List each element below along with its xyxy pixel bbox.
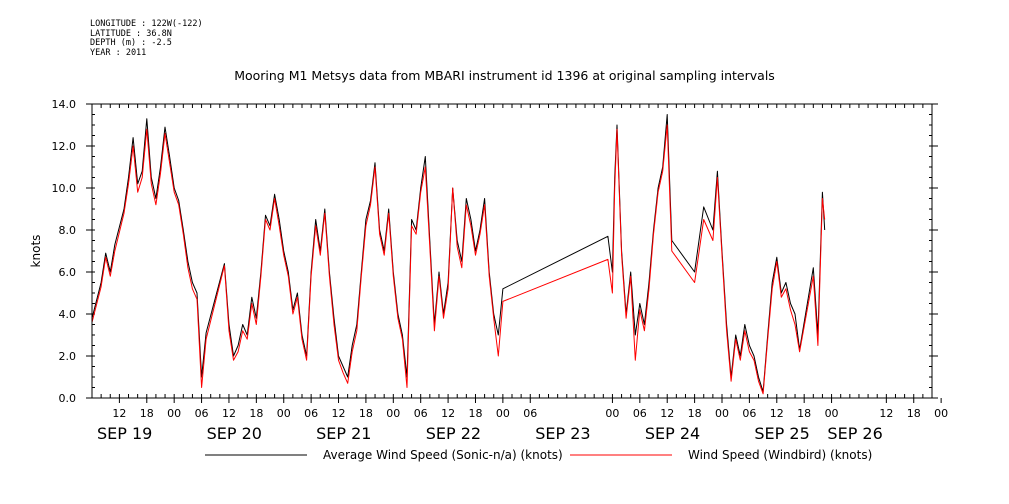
y-tick-label: 10.0	[52, 182, 77, 195]
x-tick-label: 00	[386, 407, 400, 420]
latitude-text: LATITUDE : 36.8N	[90, 28, 172, 39]
x-tick-label: 18	[249, 407, 263, 420]
x-tick-label: 12	[879, 407, 893, 420]
x-tick-label: 06	[195, 407, 209, 420]
x-tick-label: 00	[825, 407, 839, 420]
x-tick-label: 06	[742, 407, 756, 420]
x-tick-label: 18	[468, 407, 482, 420]
x-tick-label: 12	[332, 407, 346, 420]
chart-title: Mooring M1 Metsys data from MBARI instru…	[234, 68, 775, 83]
axes-layer: 0.0 2.0 4.0 6.0 8.0 10.0 12.0 14.0 12 18 00 06 12 18 0…	[52, 98, 949, 443]
x-tick-label: 00	[605, 407, 619, 420]
x-tick-label: 06	[414, 407, 428, 420]
series-line-windbird	[91, 124, 826, 395]
legend-label-average-wind: Average Wind Speed (Sonic-n/a) (knots)	[323, 448, 563, 462]
y-tick-label: 6.0	[59, 266, 77, 279]
y-tick-label: 8.0	[59, 224, 77, 237]
x-tick-label: 18	[797, 407, 811, 420]
x-tick-label: 06	[304, 407, 318, 420]
x-tick-label: 18	[907, 407, 921, 420]
date-label: SEP 19	[97, 424, 152, 443]
y-tick-label: 12.0	[52, 140, 77, 153]
x-tick-label: 12	[222, 407, 236, 420]
year-text: YEAR : 2011	[90, 47, 147, 58]
x-tick-label: 00	[715, 407, 729, 420]
legend-label-windbird: Wind Speed (Windbird) (knots)	[688, 448, 872, 462]
x-tick-label: 00	[277, 407, 291, 420]
x-tick-label: 18	[688, 407, 702, 420]
date-label: SEP 24	[645, 424, 700, 443]
date-label: SEP 23	[535, 424, 590, 443]
y-tick-label: 14.0	[52, 98, 77, 111]
longitude-text: LONGITUDE : 122W(-122)	[90, 19, 203, 29]
series-layer	[91, 114, 826, 395]
x-tick-label: 00	[167, 407, 181, 420]
x-tick-label: 06	[633, 407, 647, 420]
x-tick-label: 12	[660, 407, 674, 420]
date-label: SEP 26	[827, 424, 882, 443]
x-tick-label: 18	[140, 407, 154, 420]
y-axis-label: knots	[29, 235, 43, 268]
x-tick-label: 12	[441, 407, 455, 420]
x-tick-label: 12	[112, 407, 126, 420]
station-metadata: LONGITUDE : 122W(-122) LATITUDE : 36.8N …	[90, 19, 203, 58]
y-tick-label: 0.0	[59, 392, 77, 405]
date-label: SEP 21	[316, 424, 371, 443]
x-tick-label: 18	[359, 407, 373, 420]
x-tick-label: 12	[770, 407, 784, 420]
y-tick-label: 4.0	[59, 308, 77, 321]
x-tick-label: 00	[496, 407, 510, 420]
date-label: SEP 22	[426, 424, 481, 443]
depth-text: DEPTH (m) : -2.5	[90, 38, 172, 48]
x-tick-label: 06	[523, 407, 537, 420]
date-label: SEP 20	[207, 424, 262, 443]
date-label: SEP 25	[754, 424, 809, 443]
y-tick-label: 2.0	[59, 350, 77, 363]
x-tick-label: 00	[934, 407, 948, 420]
legend: Average Wind Speed (Sonic-n/a) (knots) W…	[205, 448, 872, 462]
plot-frame	[91, 103, 933, 399]
